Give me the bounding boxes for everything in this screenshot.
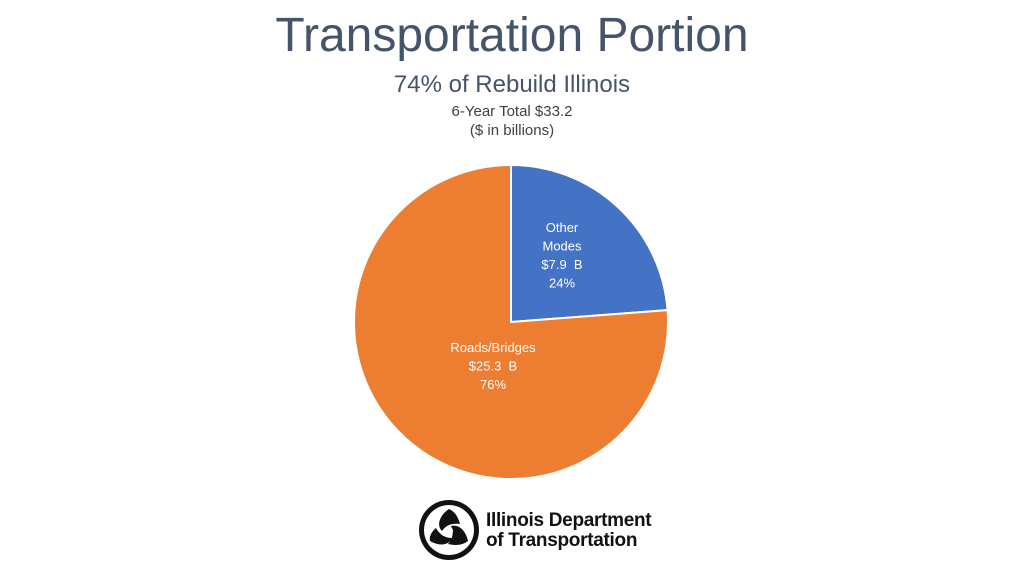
idot-emblem-icon (419, 500, 479, 560)
chart-title: Transportation Portion (275, 9, 749, 62)
logo-line-1: Illinois Department (486, 510, 652, 531)
chart-subtitle: 74% of Rebuild Illinois (393, 71, 631, 98)
logo-text: Illinois Department of Transportation (486, 510, 652, 551)
logo-line-2: of Transportation (486, 530, 638, 551)
six-year-total-note: 6-Year Total $33.2 (451, 103, 573, 120)
pie-slice-roads-bridges (353, 163, 669, 480)
pie-slice-other-modes (510, 163, 669, 324)
slice-label-roads-bridges: Roads/Bridges $25.3 B 76% (450, 340, 536, 392)
units-note: ($ in billions) (469, 122, 555, 139)
idot-logo: Illinois Department of Transportation (416, 497, 666, 563)
slice-label-other-modes: Other Modes $7.9 B 24% (541, 220, 582, 291)
